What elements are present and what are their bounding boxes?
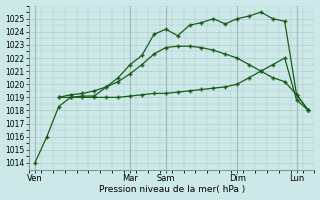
- X-axis label: Pression niveau de la mer( hPa ): Pression niveau de la mer( hPa ): [99, 185, 245, 194]
